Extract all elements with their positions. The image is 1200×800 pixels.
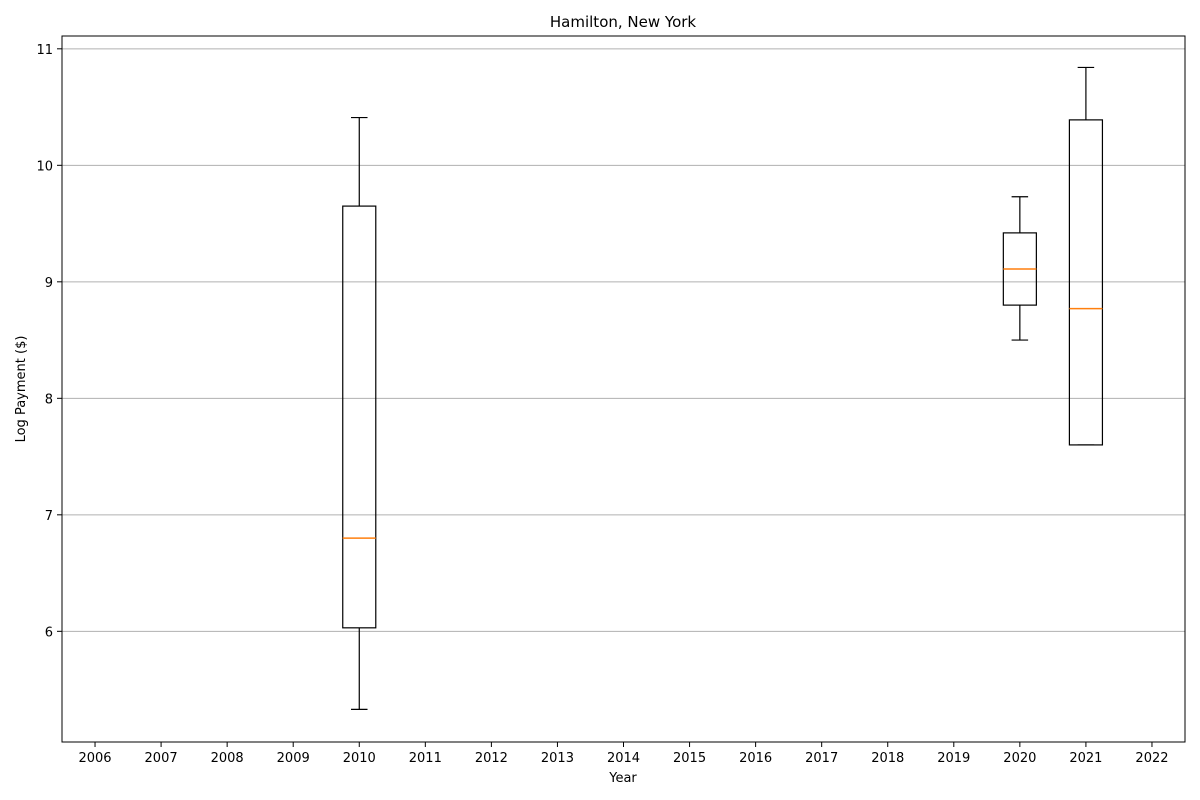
- y-tick-label: 7: [45, 509, 53, 524]
- x-tick-label: 2017: [805, 751, 838, 766]
- box-plot-2010: [342, 116, 377, 710]
- x-tick-label: 2012: [475, 751, 508, 766]
- y-axis-label: Log Payment ($): [14, 336, 29, 443]
- x-tick-label: 2020: [1003, 751, 1036, 766]
- box-plot-2020: [1002, 196, 1037, 341]
- x-tick-label: 2014: [607, 751, 640, 766]
- y-tick-label: 10: [36, 159, 53, 174]
- y-tick-label: 9: [45, 276, 53, 291]
- x-tick-label: 2021: [1069, 751, 1102, 766]
- grid-lines: [62, 48, 1185, 632]
- box-plot-2021: [1068, 66, 1104, 446]
- x-tick-label: 2016: [739, 751, 772, 766]
- x-tick-label: 2007: [145, 751, 178, 766]
- x-tick-label: 2006: [78, 751, 111, 766]
- y-tick-label: 11: [36, 43, 53, 58]
- x-tick-label: 2009: [277, 751, 310, 766]
- x-axis-label: Year: [608, 771, 637, 786]
- box-iqr: [1068, 119, 1104, 446]
- x-tick-label: 2018: [871, 751, 904, 766]
- plot-frame: [61, 35, 1186, 743]
- box-iqr: [342, 205, 377, 629]
- x-tick-label: 2022: [1135, 751, 1168, 766]
- x-tick-label: 2011: [409, 751, 442, 766]
- x-tick-label: 2019: [937, 751, 970, 766]
- x-tick-label: 2008: [211, 751, 244, 766]
- box-plots: [342, 66, 1104, 710]
- y-tick-label: 8: [45, 392, 53, 407]
- axes: 2006 2007 2008 2009 2010 2011 2012 2013 2014 2015…: [36, 35, 1186, 766]
- chart-title: Hamilton, New York: [550, 13, 697, 31]
- y-tick-label: 6: [45, 625, 53, 640]
- x-tick-label: 2015: [673, 751, 706, 766]
- x-tick-label: 2013: [541, 751, 574, 766]
- x-tick-label: 2010: [343, 751, 376, 766]
